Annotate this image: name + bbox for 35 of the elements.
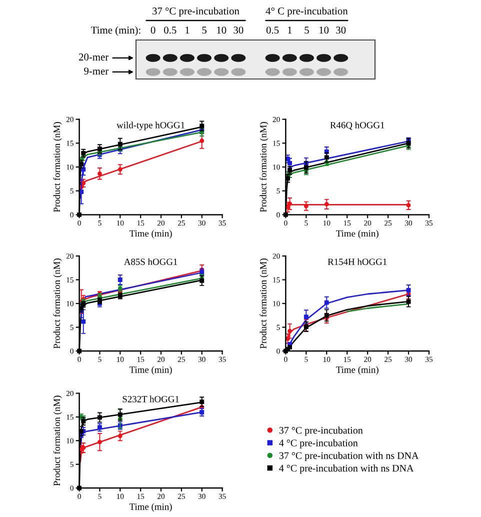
- legend-label: 37 °C pre-incubation: [279, 426, 363, 436]
- category-label: 10: [319, 26, 329, 34]
- chart-title: wild-type hOGG1: [116, 122, 184, 130]
- x-axis-title: Time (min): [130, 366, 172, 375]
- category-label: 0.5: [266, 26, 279, 34]
- y-axis-title: Product formation (nM): [53, 396, 62, 486]
- text: Time (min):: [91, 26, 140, 36]
- category-label: 1: [288, 26, 292, 34]
- category-label: 5: [304, 26, 309, 34]
- chart-title: R46Q hOGG1: [330, 122, 384, 130]
- chart-title: R154H hOGG1: [328, 258, 387, 266]
- y-axis-title: Product formation (nM): [53, 122, 62, 212]
- y-axis-title: Product formation (nM): [53, 258, 62, 349]
- y-axis-title: Product formation (nM): [260, 122, 268, 212]
- text: 4° C pre-incubation: [266, 7, 348, 17]
- legend-label: 4 °C pre-incubation: [279, 439, 358, 448]
- legend-label: 4 °C pre-incubation with ns DNA: [279, 464, 414, 474]
- y-axis-title: Product formation (nM): [260, 258, 268, 349]
- chart-title: A85S hOGG1: [124, 258, 178, 266]
- category-label: 10: [217, 26, 226, 34]
- category-label: 30: [336, 26, 346, 34]
- chart-title: S232T hOGG1: [122, 396, 179, 402]
- x-axis-title: Time (min): [130, 503, 172, 512]
- category-label: 30: [234, 26, 244, 34]
- x-axis-title: Time (min): [130, 230, 172, 239]
- text: 37 °C pre-incubation: [152, 7, 240, 17]
- text: 20-mer: [78, 54, 109, 61]
- category-label: 5: [202, 26, 206, 34]
- legend-label: 37 °C pre-incubation with ns DNA: [279, 452, 419, 461]
- x-axis-title: Time (min): [336, 366, 378, 375]
- category-label: 0.5: [164, 26, 176, 34]
- category-label: 0: [150, 26, 156, 34]
- text: 9-mer: [84, 68, 109, 75]
- category-label: 1: [186, 26, 190, 34]
- x-axis-title: Time (min): [336, 230, 378, 239]
